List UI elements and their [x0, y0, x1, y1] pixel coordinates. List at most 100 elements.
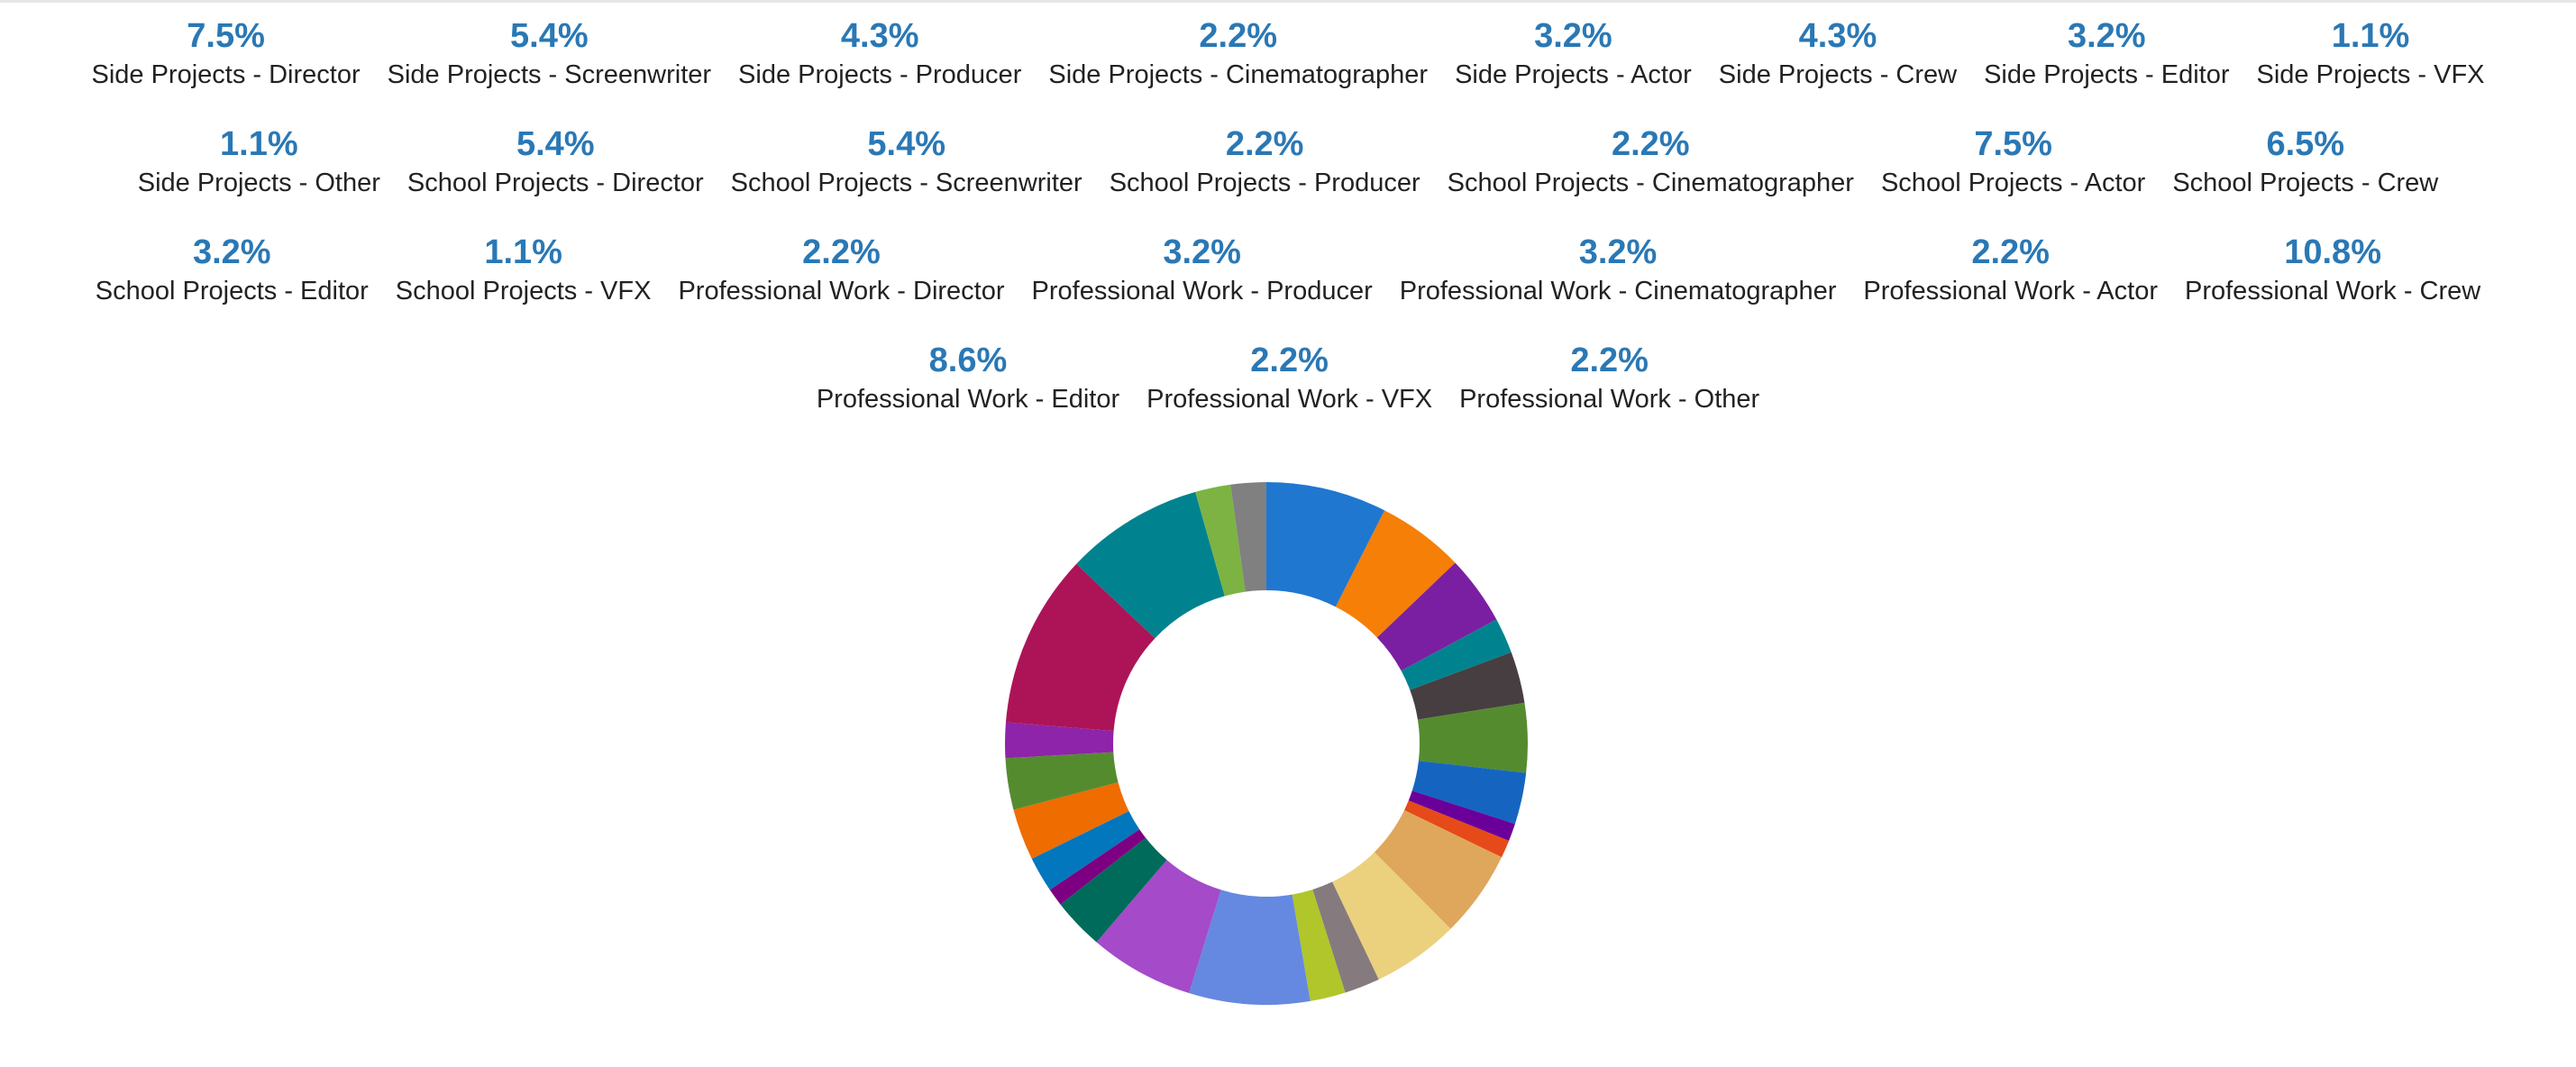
- legend-item[interactable]: 5.4% School Projects - Screenwriter: [717, 124, 1096, 198]
- legend-item[interactable]: 2.2% School Projects - Producer: [1096, 124, 1434, 198]
- legend-label: School Projects - Producer: [1109, 169, 1420, 197]
- legend-label: Professional Work - Cinematographer: [1399, 277, 1837, 306]
- legend-percent: 3.2%: [1534, 17, 1612, 55]
- legend-label: Side Projects - Cinematographer: [1048, 60, 1429, 89]
- legend-percent: 4.3%: [840, 17, 919, 55]
- legend-percent: 1.1%: [220, 125, 298, 163]
- legend-percent: 10.8%: [2284, 233, 2381, 271]
- legend-row: 7.5% Side Projects - Director 5.4% Side Pro…: [0, 16, 2576, 90]
- donut-slice[interactable]: [1189, 889, 1311, 1005]
- legend-item[interactable]: 8.6% Professional Work - Editor: [803, 341, 1133, 415]
- legend-label: Professional Work - Editor: [816, 385, 1120, 414]
- legend-label: Side Projects - Director: [91, 60, 361, 89]
- donut-slice[interactable]: [1060, 837, 1167, 943]
- legend-label: School Projects - Screenwriter: [730, 169, 1082, 197]
- donut-slice[interactable]: [1292, 889, 1346, 1001]
- legend-percent: 7.5%: [1974, 125, 2052, 163]
- legend-percent: 3.2%: [192, 233, 271, 271]
- legend-percent: 5.4%: [516, 125, 595, 163]
- legend-label: Side Projects - Other: [137, 169, 380, 197]
- donut-slice[interactable]: [1332, 852, 1451, 980]
- donut-slice[interactable]: [1404, 800, 1510, 858]
- legend-item[interactable]: 2.2% Side Projects - Cinematographer: [1035, 16, 1441, 90]
- legend-item[interactable]: 5.4% Side Projects - Screenwriter: [374, 16, 725, 90]
- donut-slice[interactable]: [1096, 860, 1221, 994]
- legend-percent: 3.2%: [2067, 17, 2146, 55]
- legend-percent: 2.2%: [1225, 125, 1304, 163]
- legend-label: Professional Work - Other: [1459, 385, 1760, 414]
- legend-percent: 4.3%: [1798, 17, 1877, 55]
- legend-percent: 2.2%: [1250, 342, 1329, 379]
- legend-item[interactable]: 5.4% School Projects - Director: [394, 124, 717, 198]
- legend-item[interactable]: 1.1% Side Projects - VFX: [2243, 16, 2498, 90]
- legend-label: School Projects - Editor: [95, 277, 369, 306]
- legend-row: 1.1% Side Projects - Other 5.4% School Proj…: [0, 124, 2576, 198]
- legend-percent: 7.5%: [187, 17, 265, 55]
- legend-percent: 1.1%: [2331, 17, 2410, 55]
- legend-label: Side Projects - Actor: [1455, 60, 1692, 89]
- donut-slice[interactable]: [1417, 702, 1528, 773]
- donut-slice[interactable]: [1005, 563, 1156, 732]
- legend-item[interactable]: 2.2% Professional Work - Other: [1446, 341, 1773, 415]
- donut-slice[interactable]: [1005, 752, 1119, 810]
- legend-item[interactable]: 10.8% Professional Work - Crew: [2171, 233, 2494, 306]
- donut-slice[interactable]: [1266, 482, 1385, 607]
- donut-slice[interactable]: [1411, 761, 1527, 825]
- legend-item[interactable]: 2.2% School Projects - Cinematographer: [1434, 124, 1868, 198]
- legend-item[interactable]: 7.5% Side Projects - Director: [78, 16, 373, 90]
- legend-percent: 6.5%: [2266, 125, 2345, 163]
- legend-percent: 2.2%: [1611, 125, 1690, 163]
- donut-slice[interactable]: [1401, 619, 1512, 690]
- donut-slice[interactable]: [1195, 484, 1246, 597]
- legend-label: Side Projects - Editor: [1984, 60, 2230, 89]
- donut-slice[interactable]: [1408, 790, 1515, 842]
- legend-percent: 2.2%: [802, 233, 881, 271]
- legend-item[interactable]: 1.1% Side Projects - Other: [124, 124, 394, 198]
- donut-slice[interactable]: [1076, 491, 1225, 639]
- donut-slice[interactable]: [1013, 782, 1129, 859]
- legend-percent: 1.1%: [484, 233, 562, 271]
- legend-label: Professional Work - Actor: [1863, 277, 2158, 306]
- donut-slice[interactable]: [1335, 510, 1456, 638]
- legend-item[interactable]: 2.2% Professional Work - Actor: [1850, 233, 2171, 306]
- legend-item[interactable]: 2.2% Professional Work - VFX: [1133, 341, 1446, 415]
- legend-label: School Projects - Crew: [2172, 169, 2439, 197]
- legend-percent: 3.2%: [1578, 233, 1658, 271]
- legend-label: School Projects - VFX: [395, 277, 652, 306]
- donut-slice[interactable]: [1049, 829, 1146, 905]
- legend-item[interactable]: 3.2% Side Projects - Actor: [1441, 16, 1705, 90]
- legend-percent: 3.2%: [1163, 233, 1241, 271]
- legend-row: 8.6% Professional Work - Editor 2.2% Profes…: [0, 341, 2576, 415]
- legend-label: Professional Work - VFX: [1146, 385, 1433, 414]
- legend-percent: 2.2%: [1570, 342, 1649, 379]
- legend-item[interactable]: 3.2% Professional Work - Cinematographer: [1386, 233, 1850, 306]
- donut-slice[interactable]: [1410, 652, 1525, 720]
- legend-label: Professional Work - Director: [678, 277, 1005, 306]
- top-border: [0, 0, 2576, 3]
- donut-slice[interactable]: [1031, 810, 1140, 890]
- donut-chart: [1005, 482, 1528, 1005]
- legend-percent: 5.4%: [867, 125, 945, 163]
- donut-slice[interactable]: [1374, 810, 1503, 929]
- donut-slice[interactable]: [1230, 482, 1266, 592]
- donut-slice[interactable]: [1312, 881, 1379, 993]
- legend-label: Professional Work - Crew: [2185, 277, 2481, 306]
- legend-item[interactable]: 3.2% School Projects - Editor: [82, 233, 382, 306]
- legend-item[interactable]: 4.3% Side Projects - Producer: [725, 16, 1035, 90]
- legend-label: Side Projects - Crew: [1718, 60, 1958, 89]
- legend-item[interactable]: 1.1% School Projects - VFX: [382, 233, 665, 306]
- legend-label: School Projects - Cinematographer: [1447, 169, 1854, 197]
- legend-percent: 5.4%: [510, 17, 589, 55]
- legend-percent: 2.2%: [1199, 17, 1278, 55]
- legend-item[interactable]: 3.2% Side Projects - Editor: [1970, 16, 2243, 90]
- legend-item[interactable]: 7.5% School Projects - Actor: [1868, 124, 2159, 198]
- legend-percent: 2.2%: [1971, 233, 2050, 271]
- legend-label: Professional Work - Producer: [1031, 277, 1373, 306]
- legend-item[interactable]: 6.5% School Projects - Crew: [2159, 124, 2452, 198]
- legend-label: Side Projects - Producer: [738, 60, 1022, 89]
- donut-slice[interactable]: [1376, 562, 1497, 671]
- donut-slice[interactable]: [1005, 722, 1114, 759]
- legend-item[interactable]: 4.3% Side Projects - Crew: [1705, 16, 1970, 90]
- legend-item[interactable]: 3.2% Professional Work - Producer: [1019, 233, 1386, 306]
- legend-item[interactable]: 2.2% Professional Work - Director: [664, 233, 1018, 306]
